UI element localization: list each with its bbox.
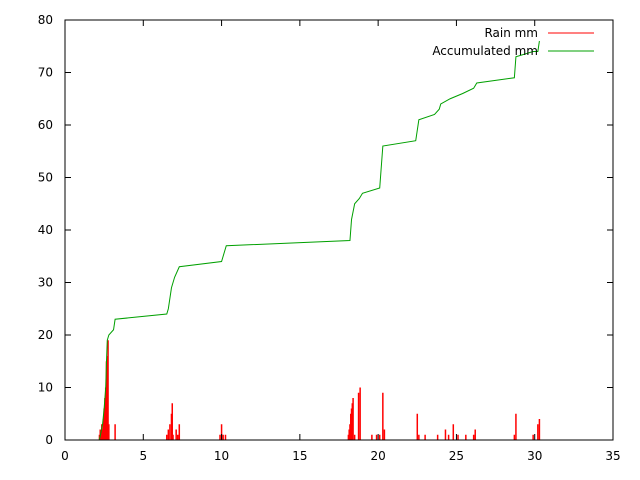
y-tick-label: 60 [38,118,53,132]
x-tick-label: 10 [214,449,229,463]
chart-legend: Rain mm Accumulated mm [432,26,594,58]
y-tick-label: 40 [38,223,53,237]
x-tick-label: 15 [292,449,307,463]
y-tick-label: 50 [38,171,53,185]
accumulated-line-layer [98,40,540,441]
x-tick-label: 5 [139,449,147,463]
x-tick-label: 25 [449,449,464,463]
accumulated-line [98,40,540,441]
axis-ticks: 0 5 10 15 20 25 30 35 0 10 20 30 40 50 60 70 80 [38,13,621,463]
legend-label-accumulated: Accumulated mm [432,44,538,58]
x-tick-label: 30 [527,449,542,463]
legend-label-rain: Rain mm [484,26,538,40]
x-tick-label: 20 [371,449,386,463]
y-tick-label: 80 [38,13,53,27]
y-tick-label: 30 [38,276,53,290]
y-tick-label: 10 [38,381,53,395]
x-tick-label: 35 [605,449,620,463]
y-tick-label: 70 [38,66,53,80]
rain-impulses [98,340,541,440]
y-tick-label: 0 [45,433,53,447]
x-tick-label: 0 [61,449,69,463]
y-tick-label: 20 [38,328,53,342]
